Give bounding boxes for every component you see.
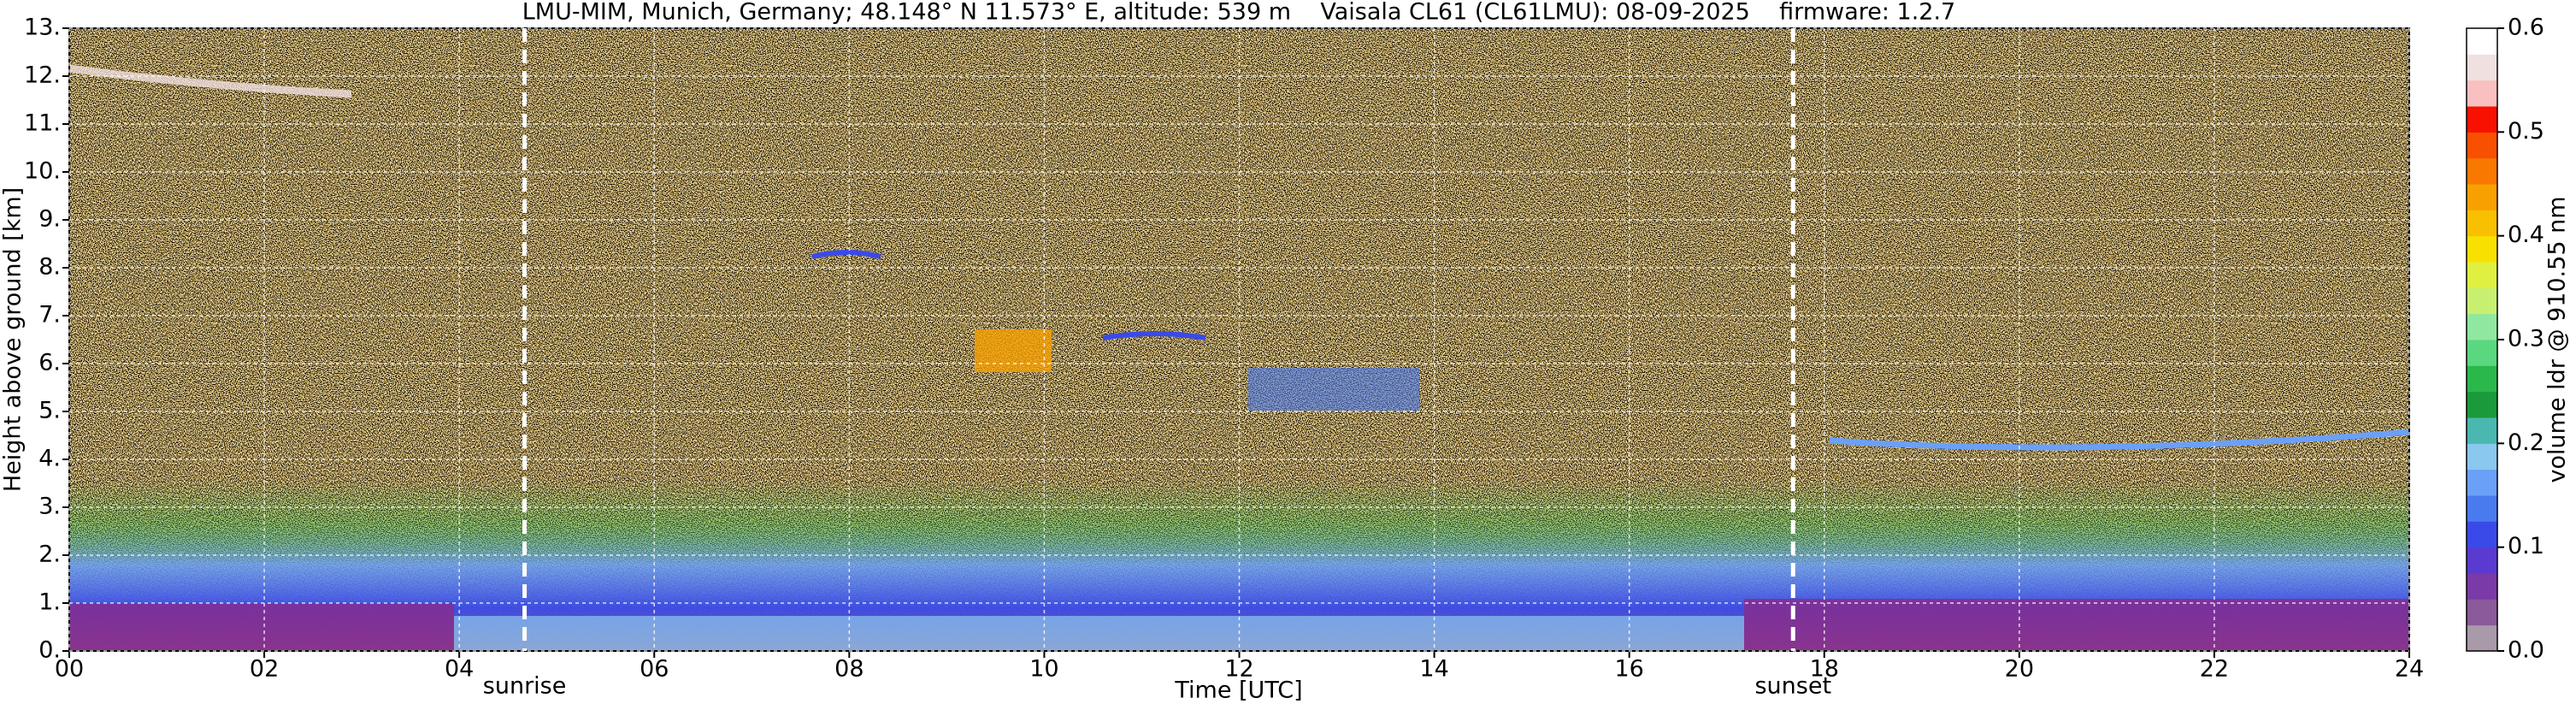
colorbar-segment bbox=[2467, 210, 2497, 237]
colorbar-segment bbox=[2467, 132, 2497, 159]
colorbar-segment bbox=[2467, 106, 2497, 133]
y-tick-label: 9. bbox=[38, 206, 61, 233]
annotation-label: sunrise bbox=[483, 673, 567, 700]
colorbar-tick-label: 0.3 bbox=[2508, 326, 2544, 352]
y-tick-label: 7. bbox=[38, 302, 61, 328]
x-tick-label: 18 bbox=[1810, 656, 1839, 683]
colorbar-tick-label: 0.0 bbox=[2508, 637, 2544, 664]
x-tick-label: 22 bbox=[2200, 656, 2229, 683]
colorbar-segment bbox=[2467, 547, 2497, 574]
y-tick-label: 3. bbox=[38, 494, 61, 520]
x-tick-label: 08 bbox=[834, 656, 864, 683]
colorbar-tick-label: 0.1 bbox=[2508, 533, 2544, 559]
y-tick-label: 2. bbox=[38, 541, 61, 568]
colorbar-segment bbox=[2467, 521, 2497, 548]
x-tick-label: 14 bbox=[1419, 656, 1448, 683]
colorbar-tick-label: 0.6 bbox=[2508, 15, 2544, 41]
x-tick-label: 16 bbox=[1614, 656, 1643, 683]
colorbar-segment bbox=[2467, 365, 2497, 393]
y-tick-label: 11. bbox=[24, 110, 61, 137]
chart-title: LMU-MIM, Munich, Germany; 48.148° N 11.5… bbox=[522, 0, 1956, 26]
colorbar-segment bbox=[2467, 469, 2497, 496]
y-tick-label: 13. bbox=[24, 15, 61, 41]
colorbar-segment bbox=[2467, 54, 2497, 81]
colorbar-segment bbox=[2467, 624, 2497, 652]
annotation-label: sunset bbox=[1754, 673, 1831, 700]
colorbar-segment bbox=[2467, 262, 2497, 288]
y-tick-label: 4. bbox=[38, 446, 61, 472]
y-tick-label: 8. bbox=[38, 254, 61, 281]
colorbar-segment bbox=[2467, 287, 2497, 315]
y-tick-label: 5. bbox=[38, 398, 61, 424]
x-tick-label: 10 bbox=[1029, 656, 1058, 683]
colorbar-segment bbox=[2467, 495, 2497, 522]
y-tick-label: 0. bbox=[38, 637, 61, 664]
colorbar-segment bbox=[2467, 80, 2497, 107]
y-tick-label: 1. bbox=[38, 589, 61, 616]
x-tick-label: 20 bbox=[2005, 656, 2034, 683]
colorbar-segment bbox=[2467, 313, 2497, 340]
colorbar-segment bbox=[2467, 157, 2497, 185]
colorbar-segment bbox=[2467, 184, 2497, 210]
x-tick-label: 06 bbox=[640, 656, 669, 683]
colorbar-tick-label: 0.2 bbox=[2508, 429, 2544, 456]
colorbar-segment bbox=[2467, 391, 2497, 418]
x-tick-label: 12 bbox=[1224, 656, 1253, 683]
colorbar-segment bbox=[2467, 443, 2497, 470]
x-tick-label: 02 bbox=[250, 656, 279, 683]
colorbar-segment bbox=[2467, 28, 2497, 55]
x-tick-label: 04 bbox=[445, 656, 474, 683]
colorbar-segment bbox=[2467, 599, 2497, 626]
x-tick-label: 24 bbox=[2395, 656, 2424, 683]
colorbar-tick-label: 0.5 bbox=[2508, 118, 2544, 145]
colorbar-segment bbox=[2467, 235, 2497, 263]
colorbar-segment bbox=[2467, 417, 2497, 444]
x-axis-label: Time [UTC] bbox=[1174, 677, 1302, 704]
y-tick-label: 10. bbox=[24, 158, 61, 185]
colorbar-tick-label: 0.4 bbox=[2508, 222, 2544, 248]
x-tick-label: 00 bbox=[55, 656, 84, 683]
y-tick-label: 6. bbox=[38, 350, 61, 376]
y-axis-label: Height above ground [km] bbox=[0, 187, 27, 492]
colorbar-segment bbox=[2467, 573, 2497, 600]
y-tick-label: 12. bbox=[24, 62, 61, 89]
heatmap-field bbox=[69, 28, 2409, 651]
colorbar-label: volume ldr @ 910.55 nm bbox=[2544, 197, 2571, 483]
colorbar-segment bbox=[2467, 340, 2497, 366]
